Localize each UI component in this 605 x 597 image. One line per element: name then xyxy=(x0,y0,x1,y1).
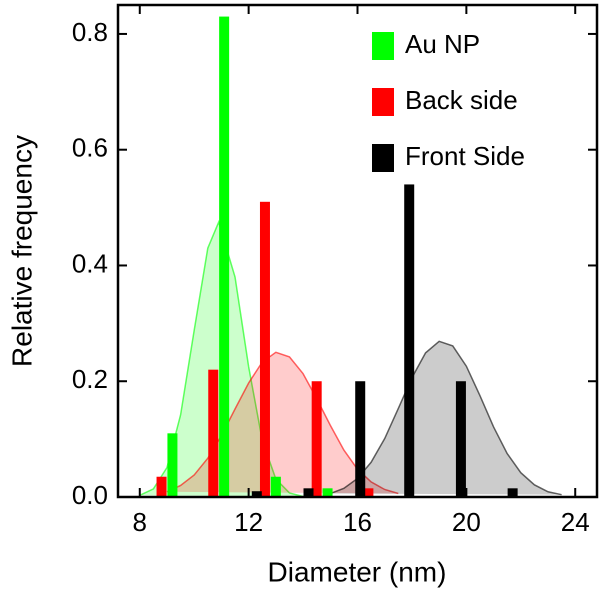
fit-curve xyxy=(330,340,562,496)
y-tick-label: 0.4 xyxy=(72,248,108,278)
x-tick-label: 20 xyxy=(452,507,481,537)
y-tick-label: 0.8 xyxy=(72,17,108,47)
bar xyxy=(355,381,366,497)
bar xyxy=(455,381,466,497)
x-tick-label: 8 xyxy=(133,507,147,537)
x-tick-label: 16 xyxy=(343,507,372,537)
y-axis-label: Relative frequency xyxy=(6,135,37,367)
x-tick-label: 24 xyxy=(561,507,590,537)
y-tick-label: 0.6 xyxy=(72,133,108,163)
legend-label: Back side xyxy=(405,85,518,115)
bar xyxy=(219,16,230,497)
bar xyxy=(208,369,219,497)
bar xyxy=(167,433,178,497)
bar xyxy=(270,476,281,497)
legend-entry: Au NP xyxy=(372,29,480,60)
y-tick-label: 0.2 xyxy=(72,364,108,394)
bar xyxy=(311,381,322,497)
x-axis-label: Diameter (nm) xyxy=(268,556,447,587)
bar xyxy=(363,488,374,497)
legend-entry: Back side xyxy=(372,85,518,116)
bar xyxy=(322,488,333,497)
legend-label: Au NP xyxy=(405,29,480,59)
legend-swatch xyxy=(372,144,394,172)
bar xyxy=(156,476,167,497)
bar xyxy=(404,184,415,497)
legend-label: Front Side xyxy=(405,141,525,171)
bar xyxy=(251,491,262,497)
y-tick-label: 0.0 xyxy=(72,480,108,510)
bar xyxy=(507,488,518,497)
legend-swatch xyxy=(372,88,394,116)
bar xyxy=(259,201,270,498)
x-tick-label: 12 xyxy=(234,507,263,537)
legend-swatch xyxy=(372,32,394,60)
bar xyxy=(303,488,314,497)
legend-entry: Front Side xyxy=(372,141,525,172)
